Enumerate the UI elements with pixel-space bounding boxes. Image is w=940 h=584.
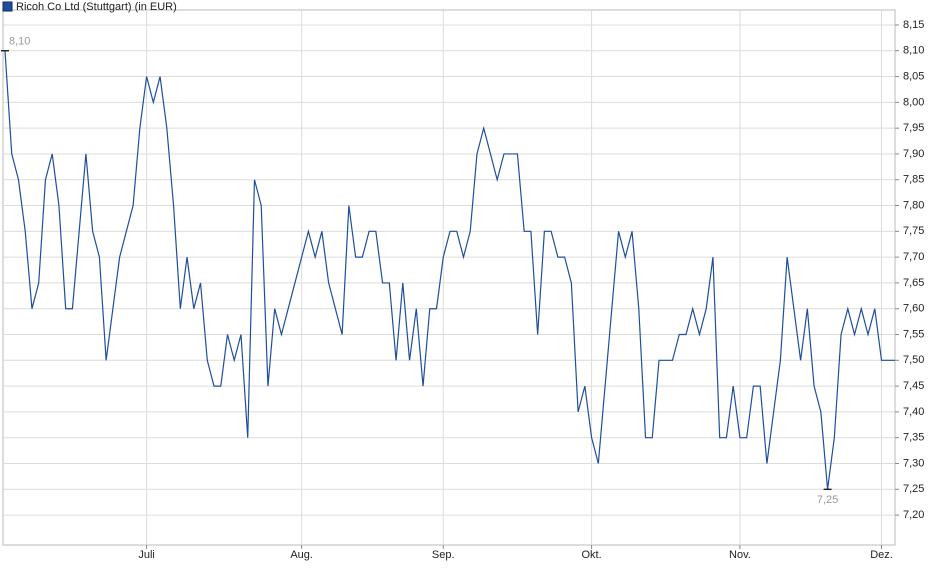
annotation-label: 7,25 [817, 494, 838, 506]
y-tick-label: 7,65 [903, 277, 924, 289]
y-tick-label: 8,10 [903, 45, 924, 57]
price-line [4, 50, 895, 490]
y-tick-label: 8,15 [903, 19, 924, 31]
y-tick-label: 8,05 [903, 70, 924, 82]
annotation-label: 8,10 [9, 36, 30, 48]
x-tick-label: Sep. [432, 549, 455, 561]
x-tick-label: Nov. [729, 549, 751, 561]
y-tick-label: 7,35 [903, 432, 924, 444]
y-tick-label: 7,75 [903, 225, 924, 237]
x-tick-label: Okt. [582, 549, 602, 561]
plot-area [2, 9, 896, 546]
y-tick-label: 7,80 [903, 199, 924, 211]
x-tick-label: Aug. [290, 549, 313, 561]
y-tick-label: 8,00 [903, 96, 924, 108]
y-tick-label: 7,45 [903, 380, 924, 392]
y-tick-label: 7,60 [903, 303, 924, 315]
x-tick-label: Dez. [870, 549, 893, 561]
legend-label: Ricoh Co Ltd (Stuttgart) (in EUR) [16, 1, 177, 13]
y-tick-label: 7,50 [903, 354, 924, 366]
y-tick-label: 7,70 [903, 251, 924, 263]
y-tick-label: 7,55 [903, 328, 924, 340]
y-tick-label: 7,40 [903, 406, 924, 418]
y-tick-label: 7,25 [903, 483, 924, 495]
y-tick-label: 7,30 [903, 457, 924, 469]
y-tick-label: 7,20 [903, 509, 924, 521]
x-tick-label: Juli [138, 549, 155, 561]
y-tick-label: 7,85 [903, 174, 924, 186]
y-tick-label: 7,90 [903, 148, 924, 160]
legend-swatch [2, 1, 13, 12]
y-tick-label: 7,95 [903, 122, 924, 134]
